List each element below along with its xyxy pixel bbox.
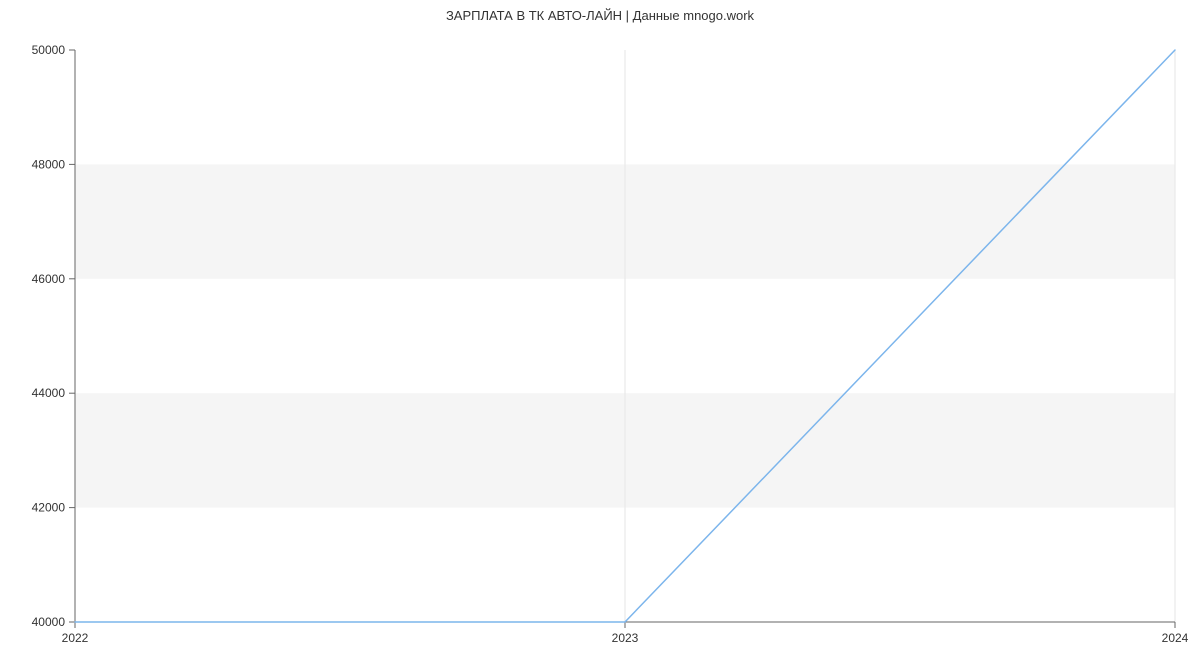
y-tick-label: 44000 <box>32 386 66 400</box>
x-tick-label: 2024 <box>1162 631 1189 645</box>
y-tick-label: 46000 <box>32 272 66 286</box>
x-tick-label: 2023 <box>612 631 639 645</box>
chart-container: ЗАРПЛАТА В ТК АВТО-ЛАЙН | Данные mnogo.w… <box>0 0 1200 650</box>
y-tick-label: 48000 <box>32 157 66 171</box>
y-tick-label: 42000 <box>32 501 66 515</box>
x-ticks: 2022 2023 2024 <box>62 622 1189 645</box>
chart-svg: 4000042000440004600048000500002022202320… <box>0 0 1200 650</box>
y-tick-label: 40000 <box>32 615 66 629</box>
x-tick-label: 2022 <box>62 631 89 645</box>
chart-title: ЗАРПЛАТА В ТК АВТО-ЛАЙН | Данные mnogo.w… <box>0 8 1200 23</box>
y-ticks: 40000 42000 44000 46000 48000 50000 <box>32 43 75 629</box>
y-tick-label: 50000 <box>32 43 66 57</box>
